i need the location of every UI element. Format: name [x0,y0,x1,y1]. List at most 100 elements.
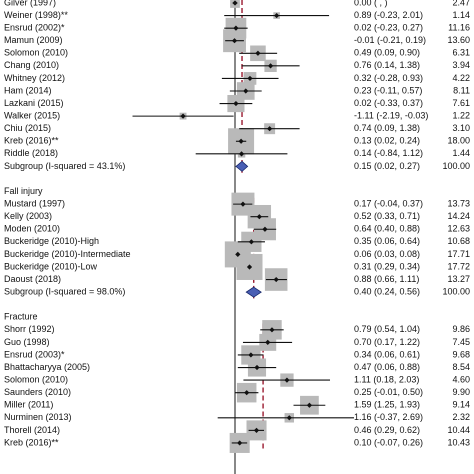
study-label: Mustard (1997) [4,198,65,208]
effect-ci-text: 0.02 (-0.23, 0.27) [354,23,423,33]
weight-text: 100.00 [442,161,470,171]
weight-text: 6.31 [452,48,470,58]
study-box-layer [179,0,319,453]
study-point-estimate [243,88,249,94]
study-label: Thorell (2014) [4,425,60,435]
effect-ci-text: 0.10 (-0.07, 0.26) [354,437,423,447]
study-point-estimate [256,214,262,220]
study-point-estimate [274,12,280,19]
effect-ci-text: 0.15 (0.02, 0.27) [354,161,420,171]
weight-text: 100.00 [442,286,470,296]
study-label: Guo (1998) [4,337,50,347]
study-point-estimate [253,427,260,433]
weight-text: 3.10 [452,123,470,133]
study-label: Weiner (1998)** [4,10,68,20]
text-layer: Gilver (1997) 0.00 ( , ) 2.47 Weiner (1998)… [4,0,470,447]
study-label: Mamun (2009) [4,35,63,45]
effect-ci-text: -1.11 (-2.19, -0.03) [354,111,428,121]
study-point-estimate [247,75,253,82]
effect-ci-text: -0.01 (-0.21, 0.19) [354,35,426,45]
study-point-estimate [231,38,238,44]
point-layer [180,0,313,446]
study-label: Shorr (1992) [4,324,55,334]
study-label: Moden (2010) [4,224,60,234]
study-label: Whitney (2012) [4,73,65,83]
effect-ci-text: 1.16 (-0.37, 2.69) [354,412,423,422]
weight-text: 7.61 [452,98,470,108]
study-point-estimate [180,113,186,119]
study-label: Solomon (2010) [4,48,68,58]
study-point-estimate [237,440,243,446]
effect-ci-text: 0.76 (0.14, 1.38) [354,60,420,70]
ci-line-layer [132,2,354,444]
section-header: Fall injury [4,186,43,196]
study-point-estimate [273,276,279,283]
study-point-estimate [254,364,260,371]
weight-text: 13.60 [447,35,470,45]
study-label: Buckeridge (2010)-Intermediate [4,249,131,259]
study-point-estimate [267,63,274,69]
study-label: Lazkani (2015) [4,98,64,108]
subgroup-diamond [245,286,262,298]
study-point-estimate [286,415,292,421]
weight-text: 11.16 [448,23,470,33]
study-label: Daoust (2018) [4,274,61,284]
study-label: Miller (2011) [4,400,53,410]
subgroup-diamond [235,160,249,172]
study-label: Gilver (1997) [4,0,56,7]
study-label: Buckeridge (2010)-Low [4,261,98,271]
effect-ci-text: 0.23 (-0.11, 0.57) [354,85,422,95]
study-point-estimate [238,151,245,157]
weight-text: 7.45 [452,337,470,347]
effect-ci-text: 0.35 (0.06, 0.64) [354,236,420,246]
study-label: Bhattacharyya (2005) [4,362,90,372]
effect-ci-text: 0.34 (0.06, 0.61) [354,349,420,359]
weight-text: 4.22 [452,73,470,83]
effect-ci-text: 0.79 (0.54, 1.04) [354,324,420,334]
effect-ci-text: 1.11 (0.18, 2.03) [354,374,419,384]
effect-ci-text: 0.49 (0.09, 0.90) [354,48,420,58]
weight-text: 12.63 [447,224,470,234]
study-point-estimate [255,50,261,56]
weight-text: 14.24 [447,211,470,221]
weight-text: 9.14 [452,400,470,410]
effect-ci-text: 0.70 (0.17, 1.22) [354,337,420,347]
weight-text: 17.71 [447,249,470,259]
effect-ci-text: 0.00 ( , ) [354,0,388,7]
study-point-estimate [240,201,246,207]
study-point-estimate [235,251,241,257]
weight-text: 10.68 [447,236,470,246]
study-point-estimate [248,352,254,358]
study-label: Kreb (2016)** [4,437,59,447]
weight-text: 3.94 [452,60,470,70]
subgroup-label: Subgroup (I-squared = 98.0%) [4,286,125,296]
study-label: Riddle (2018) [4,148,58,158]
weight-text: 18.00 [447,136,470,146]
weight-text: 13.27 [447,274,470,284]
effect-ci-text: 0.46 (0.29, 0.62) [354,425,420,435]
study-label: Kreb (2016)** [4,136,59,146]
effect-ci-text: 0.47 (0.06, 0.88) [354,362,420,372]
effect-ci-text: 0.14 (-0.84, 1.12) [354,148,423,158]
effect-ci-text: 0.25 (-0.01, 0.50) [354,387,423,397]
study-point-estimate [284,377,290,383]
weight-text: 8.11 [453,85,470,95]
study-label: Kelly (2003) [4,211,52,221]
study-label: Ensrud (2002)* [4,23,65,33]
study-label: Nurminen (2013) [4,412,72,422]
effect-ci-text: 0.06 (0.03, 0.08) [354,249,420,259]
effect-ci-text: 0.74 (0.09, 1.38) [354,123,420,133]
weight-text: 2.32 [452,412,470,422]
study-label: Walker (2015) [4,111,60,121]
study-label: Saunders (2010) [4,387,71,397]
weight-text: 13.73 [447,198,470,208]
study-point-estimate [248,239,254,245]
effect-ci-text: 0.32 (-0.28, 0.93) [354,73,423,83]
section-header: Fracture [4,312,38,322]
effect-ci-text: 0.64 (0.40, 0.88) [354,224,420,234]
weight-text: 1.44 [452,148,470,158]
weight-text: 4.60 [452,374,470,384]
weight-text: 9.68 [452,349,470,359]
study-label: Chang (2010) [4,60,59,70]
